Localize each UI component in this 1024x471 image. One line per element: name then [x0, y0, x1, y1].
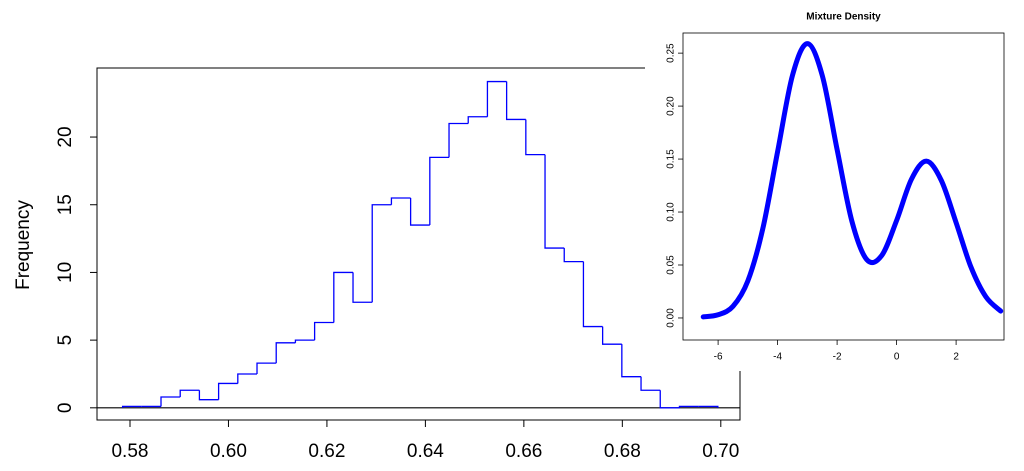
- histogram-bin: [563, 248, 584, 263]
- histogram-bin: [448, 122, 469, 158]
- histogram-bin: [621, 344, 642, 378]
- x-tick-label: 0.70: [702, 441, 739, 462]
- y-tick-label: 0.00: [666, 308, 677, 328]
- inset-background: [645, 0, 1024, 371]
- histogram-bin: [659, 390, 680, 409]
- histogram-bin: [237, 373, 258, 384]
- histogram-bin: [256, 362, 277, 374]
- y-tick-label: 0.10: [666, 202, 677, 222]
- x-tick-label: 0: [894, 352, 900, 363]
- x-tick-label: 0.60: [210, 441, 247, 462]
- histogram-bin: [275, 342, 296, 364]
- y-tick-label: 0: [55, 403, 76, 414]
- histogram-bin: [198, 390, 219, 401]
- x-tick-label: -4: [773, 352, 782, 363]
- y-tick-label: 5: [55, 335, 76, 346]
- x-tick-label: 0.58: [111, 441, 148, 462]
- histogram-bin: [582, 261, 603, 328]
- x-tick-label: 0.62: [308, 441, 345, 462]
- histogram-bin: [371, 204, 392, 303]
- histogram-bin: [294, 339, 315, 343]
- histogram-bin: [486, 80, 507, 117]
- x-tick-label: 2: [953, 352, 959, 363]
- y-tick-label: 0.15: [666, 149, 677, 169]
- y-tick-label: 0.05: [666, 255, 677, 275]
- x-tick-label: -2: [833, 352, 842, 363]
- histogram-bin: [698, 405, 719, 408]
- y-tick-label: 0.25: [666, 43, 677, 63]
- histogram-bin: [217, 382, 238, 400]
- x-tick-label: 0.64: [407, 441, 444, 462]
- y-tick-label: 0.20: [666, 96, 677, 116]
- histogram-bin: [160, 396, 181, 407]
- plot-frame: [682, 32, 1005, 341]
- histogram-bin: [352, 272, 373, 303]
- histogram-bin: [525, 119, 546, 156]
- histogram-bin: [640, 376, 661, 391]
- histogram-bin: [505, 81, 526, 121]
- histogram-bin: [390, 197, 411, 205]
- y-tick-label: 10: [55, 262, 76, 283]
- x-tick-label: -6: [714, 352, 723, 363]
- histogram-bin: [429, 156, 450, 226]
- histogram-bin: [544, 154, 565, 249]
- histogram-bin: [409, 197, 430, 226]
- plot-frame: [96, 67, 741, 421]
- y-tick-label: 15: [55, 194, 76, 215]
- histogram-bin: [678, 405, 699, 408]
- histogram-bin: [121, 405, 142, 408]
- x-tick-label: 0.68: [604, 441, 641, 462]
- histogram-bin: [467, 116, 488, 124]
- density-line: [700, 41, 1004, 320]
- histogram-bin: [333, 271, 354, 323]
- histogram-bin: [313, 321, 334, 341]
- y-tick-label: 20: [55, 126, 76, 147]
- histogram-bin: [601, 326, 622, 345]
- chart-title: Mixture Density: [806, 12, 881, 23]
- x-tick-label: 0.66: [505, 441, 542, 462]
- y-axis-label: Frequency: [13, 200, 34, 290]
- histogram-bin: [179, 389, 200, 397]
